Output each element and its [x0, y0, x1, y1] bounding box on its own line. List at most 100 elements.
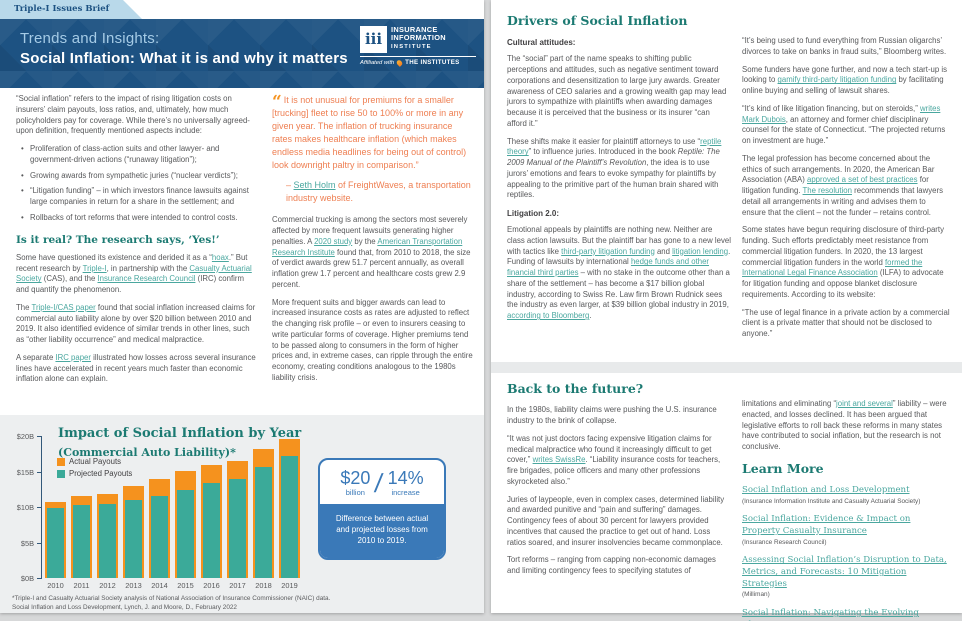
page-right: Drivers of Social Inflation Cultural att…	[491, 0, 962, 621]
chart-bars: 2010 2011 2012 2013 2014 2015 2016 2017 2018 2019	[45, 425, 305, 593]
learn-more-link[interactable]: Social Inflation: Evidence & Impact on P…	[742, 514, 911, 537]
text-link[interactable]: hedge funds and other financial third pa…	[507, 257, 710, 278]
text-link[interactable]: hoax	[211, 252, 229, 262]
iii-logo-icon: iii	[360, 26, 387, 53]
bullet-list: Proliferation of class-action suits and …	[20, 144, 256, 224]
page-title: Social Inflation: What it is and why it …	[20, 50, 348, 67]
bar-group-2016: 2016	[201, 464, 222, 593]
learn-more-source: (Milliman)	[742, 591, 770, 599]
chart-section: Impact of Social Inflation by Year (Comm…	[0, 415, 484, 613]
chart-legend: Actual Payouts Projected Payouts	[57, 457, 132, 481]
learn-more-link[interactable]: Assessing Social Inflation’s Disruption …	[742, 555, 947, 589]
text-link[interactable]: third-party litigation funding	[561, 246, 655, 256]
text-link[interactable]: Casualty Actuarial Society	[16, 263, 252, 284]
text-link[interactable]: writes Mark Dubois	[742, 103, 941, 124]
paragraph: Emotional appeals by plaintiffs are noth…	[507, 225, 731, 321]
bar-projected	[203, 482, 220, 578]
text-link[interactable]: litigation lending	[672, 246, 729, 256]
x-tick-label: 2013	[125, 581, 142, 590]
text-link[interactable]: Insurance Research Council	[97, 274, 196, 284]
right-column-1: Drivers of Social Inflation Cultural att…	[507, 12, 731, 329]
text-link[interactable]: Triple-I/CAS paper	[31, 302, 96, 312]
pull-quote: “It is not unusual for premiums for a sm…	[272, 92, 467, 171]
bar-group-2010: 2010	[45, 502, 66, 593]
learn-more-link[interactable]: Social Inflation: Navigating the Evolvin…	[742, 608, 919, 621]
chart-title: Impact of Social Inflation by Year (Comm…	[58, 426, 302, 459]
bar-group-2015: 2015	[175, 470, 196, 593]
chart-axis-line	[41, 436, 42, 579]
text-link[interactable]: approved a set of best practices	[807, 175, 918, 185]
paragraph: In the 1980s, liability claims were push…	[507, 405, 717, 425]
y-tick-mark	[37, 471, 41, 473]
x-tick-label: 2011	[73, 581, 90, 590]
bar-projected	[151, 496, 168, 578]
x-tick-label: 2015	[177, 581, 194, 590]
learn-more-item: Social Inflation: Navigating the Evolvin…	[742, 608, 950, 621]
bar-actual	[71, 496, 92, 578]
y-tick-label: $15B	[16, 467, 34, 477]
legend-label-actual: Actual Payouts	[69, 457, 122, 466]
subheading-cultural-attitudes: Cultural attitudes:	[507, 38, 576, 48]
paragraph: More frequent suits and bigger awards ca…	[272, 297, 473, 382]
stat-percent: 14% increase	[387, 468, 424, 497]
text-link[interactable]: 2020 study	[314, 236, 353, 246]
masthead-title: Trends and Insights: Social Inflation: W…	[20, 30, 348, 67]
x-tick-label: 2010	[47, 581, 64, 590]
title-eyebrow: Trends and Insights:	[20, 30, 160, 47]
bar-projected	[281, 455, 298, 578]
paragraph: These shifts make it easier for plaintif…	[507, 136, 722, 200]
x-tick-label: 2019	[281, 581, 298, 590]
x-tick-label: 2012	[99, 581, 116, 590]
text-link[interactable]: American Transportation Research Institu…	[272, 236, 463, 257]
paragraph: Juries of laypeople, even in complex cas…	[507, 494, 725, 547]
bar-group-2013: 2013	[123, 486, 144, 593]
x-tick-label: 2017	[229, 581, 246, 590]
text-link[interactable]: according to Bloomberg	[507, 311, 590, 321]
bar-projected	[255, 467, 272, 578]
bar-projected	[99, 503, 116, 578]
paragraph: “Social inflation” refers to the impact …	[16, 94, 250, 136]
issues-brief-banner: Triple-I Issues Brief	[0, 0, 142, 19]
text-link[interactable]: The resolution	[802, 186, 852, 195]
bar-projected	[229, 478, 246, 578]
paragraph: Tort reforms – ranging from capping non-…	[507, 555, 716, 575]
right-column-2: “It’s being used to fund everything from…	[742, 36, 950, 347]
bullet-item: Growing awards from sympathetic juries (…	[21, 171, 256, 182]
left-column-1: “Social inflation” refers to the impact …	[16, 94, 256, 392]
bar-group-2017: 2017	[227, 461, 248, 593]
text-link[interactable]: IRC paper	[55, 352, 91, 362]
masthead: Trends and Insights: Social Inflation: W…	[0, 19, 484, 88]
y-tick-label: $5B	[20, 538, 34, 548]
bar-actual	[45, 502, 66, 578]
learn-more-list: Social Inflation and Loss Development (In…	[742, 485, 950, 621]
paragraph: Some have questioned its existence and d…	[16, 252, 252, 295]
right-column-3: Back to the future? In the 1980s, liabil…	[507, 380, 731, 584]
legend-swatch-actual	[57, 457, 65, 466]
learn-more-link[interactable]: Social Inflation and Loss Development	[742, 485, 910, 495]
text-link[interactable]: gamify third-party litigation funding	[777, 75, 897, 85]
x-tick-label: 2014	[151, 581, 168, 590]
bar-projected	[73, 505, 90, 578]
issues-brief-label: Triple-I Issues Brief	[14, 4, 110, 14]
learn-more-source: (Insurance Research Council)	[742, 538, 827, 546]
y-tick-mark	[37, 507, 41, 508]
text-link[interactable]: formed the International Legal Finance A…	[742, 257, 923, 278]
bar-actual	[97, 494, 118, 578]
text-link[interactable]: joint and several	[836, 399, 893, 408]
right-column-4: limitations and eliminating “joint and s…	[742, 399, 950, 621]
learn-more-item: Social Inflation and Loss Development (In…	[742, 485, 950, 506]
iii-logo: iii INSURANCE INFORMATION INSTITUTE Affi…	[360, 25, 476, 67]
text-link[interactable]: Seth Holm	[293, 180, 336, 191]
legend-label-projected: Projected Payouts	[69, 469, 133, 478]
stat-billion: $20 billion	[340, 468, 371, 497]
text-link[interactable]: writes SwissRe	[532, 455, 586, 465]
chart-y-axis: $20B $15B $10B $5B $0B	[0, 415, 41, 613]
bar-group-2012: 2012	[97, 494, 118, 593]
learn-more-source: (Insurance Information Institute and Cas…	[742, 497, 921, 505]
text-link[interactable]: Triple-I	[82, 263, 107, 273]
flame-icon	[395, 58, 404, 67]
paragraph: “It was not just doctors facing expensiv…	[507, 433, 721, 486]
text-link[interactable]: reptile theory	[507, 136, 722, 157]
legend-swatch-projected	[57, 469, 65, 478]
stat-callout-description: Difference between actual and projected …	[320, 504, 444, 558]
